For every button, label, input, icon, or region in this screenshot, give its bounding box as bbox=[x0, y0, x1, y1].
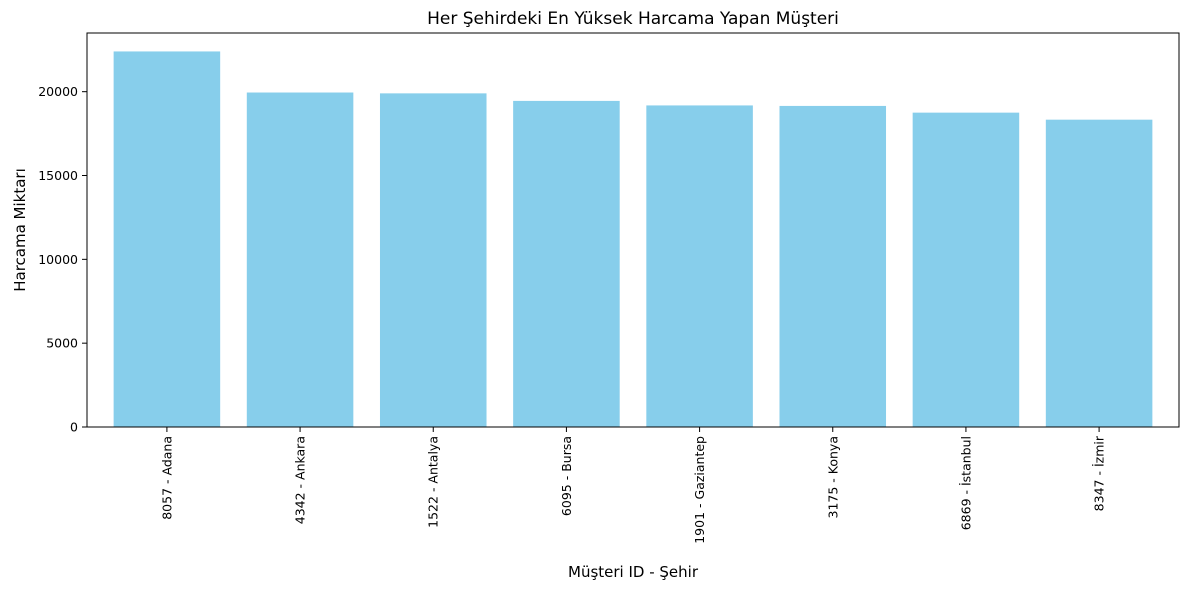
chart-title: Her Şehirdeki En Yüksek Harcama Yapan Mü… bbox=[427, 9, 839, 29]
bar-7 bbox=[1045, 119, 1153, 428]
y-tick-label-4: 20000 bbox=[38, 84, 78, 99]
bar-4 bbox=[646, 105, 753, 428]
bar-5 bbox=[779, 105, 887, 428]
x-tick-label-6: 6869 - İstanbul bbox=[958, 436, 973, 530]
x-axis-label: Müşteri ID - Şehir bbox=[568, 563, 699, 581]
bar-6 bbox=[912, 112, 1020, 427]
bar-1 bbox=[246, 92, 354, 428]
bar-2 bbox=[379, 93, 487, 428]
x-tick-label-4: 1901 - Gaziantep bbox=[692, 436, 707, 544]
y-axis-label: Harcama Miktarı bbox=[11, 168, 29, 292]
x-axis: 8057 - Adana 4342 - Ankara 1522 - Antalya 6… bbox=[159, 427, 1107, 544]
x-tick-label-5: 3175 - Konya bbox=[825, 436, 840, 518]
x-tick-label-2: 1522 - Antalya bbox=[426, 436, 441, 528]
plot-frame bbox=[86, 32, 1180, 428]
x-tick-label-3: 6095 - Bursa bbox=[559, 436, 574, 516]
bars-group bbox=[113, 51, 1153, 428]
bar-0 bbox=[113, 51, 221, 427]
x-tick-label-1: 4342 - Ankara bbox=[293, 436, 308, 524]
x-tick-label-0: 8057 - Adana bbox=[159, 436, 174, 520]
x-tick-label-7: 8347 - İzmir bbox=[1092, 435, 1107, 511]
y-tick-label-2: 10000 bbox=[38, 252, 78, 267]
y-tick-label-3: 15000 bbox=[38, 168, 78, 183]
bar-3 bbox=[513, 100, 620, 428]
y-tick-label-0: 0 bbox=[70, 420, 78, 435]
y-tick-label-1: 5000 bbox=[46, 336, 78, 351]
y-axis: 0 5000 10000 15000 20000 bbox=[38, 84, 87, 435]
